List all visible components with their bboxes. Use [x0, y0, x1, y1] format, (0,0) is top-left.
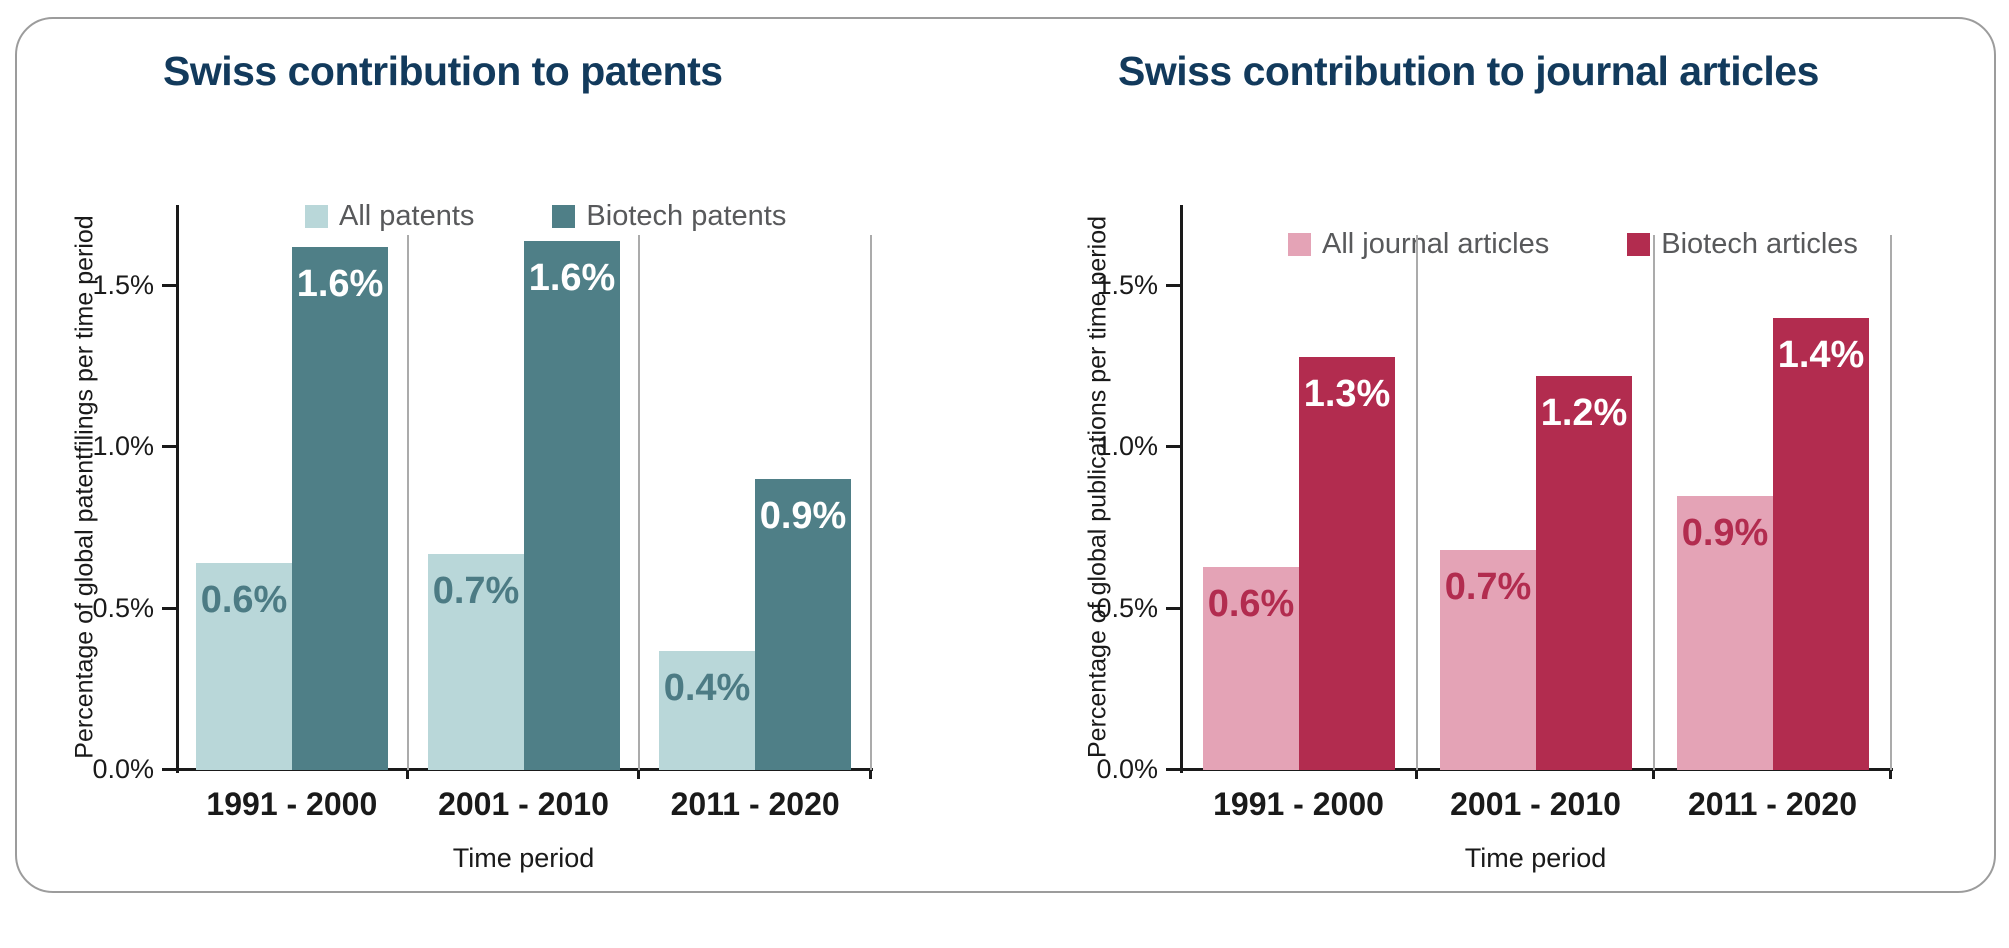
legend-articles: All journal articles Biotech articles — [1288, 228, 1858, 261]
x-tick-mark — [405, 770, 409, 779]
legend-swatch-all-patents — [305, 205, 328, 228]
bar-value-label: 0.7% — [1444, 566, 1532, 608]
bar-value-label: 0.4% — [663, 667, 751, 709]
bar-value-label: 1.3% — [1303, 373, 1391, 415]
bar-biotech-patents: 1.6% — [524, 241, 620, 770]
y-tick-mark — [1166, 283, 1180, 287]
y-tick-mark — [162, 768, 176, 771]
y-axis-line — [1180, 205, 1183, 773]
bar-all-journal-articles: 0.7% — [1440, 550, 1536, 770]
bar-biotech-patents: 1.6% — [292, 247, 388, 770]
x-axis-label-patents: Time period — [452, 843, 595, 873]
x-category-label: 2001 - 2010 — [438, 786, 609, 822]
plot-area-patents: 0.0% 0.5% 1.0% 1.5% 0.6% 1.6% 1991 - 2000 0.7% 1… — [92, 205, 873, 822]
category-separator — [870, 235, 872, 770]
x-category-label: 2001 - 2010 — [1450, 786, 1621, 822]
bar-biotech-articles: 1.4% — [1773, 318, 1869, 770]
bar-all-journal-articles: 0.6% — [1203, 567, 1299, 770]
y-tick-label: 1.0% — [1096, 431, 1158, 462]
x-tick-mark — [637, 770, 641, 779]
chart-title-articles: Swiss contribution to journal articles — [1118, 48, 1819, 94]
legend-item-all-patents: All patents — [305, 200, 474, 233]
y-tick-label: 0.0% — [92, 754, 154, 784]
y-tick-label: 0.5% — [1096, 592, 1158, 623]
x-tick-mark — [1415, 770, 1418, 779]
x-category-label: 1991 - 2000 — [206, 786, 378, 822]
y-tick-label: 0.0% — [1096, 754, 1158, 784]
bar-value-label: 1.4% — [1777, 334, 1865, 376]
legend-patents: All patents Biotech patents — [305, 200, 786, 233]
legend-label-biotech-articles: Biotech articles — [1661, 228, 1858, 260]
bar-biotech-articles: 1.3% — [1299, 357, 1395, 770]
y-tick-label: 1.5% — [1096, 269, 1158, 300]
bar-all-patents: 0.4% — [659, 651, 755, 770]
category-separator — [638, 235, 641, 770]
y-tick-mark — [162, 445, 176, 449]
y-tick-mark — [162, 283, 176, 287]
category-separator — [1653, 235, 1655, 770]
category-separator — [1416, 235, 1418, 770]
legend-swatch-all-journal-articles — [1288, 233, 1311, 256]
x-axis-label-articles: Time period — [1464, 843, 1607, 873]
bar-value-label: 0.7% — [432, 570, 520, 612]
bar-value-label: 1.6% — [296, 263, 384, 305]
legend-item-biotech-patents: Biotech patents — [552, 200, 786, 233]
y-tick-mark — [1166, 606, 1180, 610]
x-tick-mark — [869, 770, 872, 779]
bar-biotech-patents: 0.9% — [755, 479, 851, 770]
legend-label-all-patents: All patents — [339, 200, 475, 232]
chart-title-patents: Swiss contribution to patents — [163, 48, 723, 94]
y-tick-label: 1.0% — [92, 431, 154, 462]
y-tick-mark — [1166, 445, 1180, 449]
legend-item-biotech-articles: Biotech articles — [1627, 228, 1858, 261]
category-separator — [1890, 235, 1892, 770]
category-separator — [406, 235, 409, 770]
bar-all-patents: 0.7% — [428, 554, 524, 770]
y-tick-label: 0.5% — [92, 592, 154, 623]
y-axis-line — [176, 205, 179, 773]
x-category-label: 2011 - 2020 — [1687, 786, 1858, 822]
bar-all-journal-articles: 0.9% — [1677, 496, 1773, 770]
legend-swatch-biotech-articles — [1627, 233, 1651, 256]
legend-label-biotech-patents: Biotech patents — [586, 200, 787, 232]
bar-value-label: 0.6% — [1207, 583, 1295, 625]
bar-value-label: 1.2% — [1540, 392, 1628, 434]
y-tick-label: 1.5% — [92, 269, 154, 300]
legend-label-all-journal-articles: All journal articles — [1322, 228, 1550, 260]
x-category-label: 2011 - 2020 — [670, 786, 840, 822]
bar-biotech-articles: 1.2% — [1536, 376, 1632, 770]
bar-value-label: 0.9% — [759, 495, 847, 537]
bar-all-patents: 0.6% — [196, 563, 292, 770]
y-tick-mark — [162, 606, 176, 610]
bar-value-label: 0.9% — [1681, 512, 1769, 554]
legend-item-all-journal-articles: All journal articles — [1288, 228, 1549, 261]
x-category-label: 1991 - 2000 — [1213, 786, 1384, 822]
legend-swatch-biotech-patents — [552, 205, 576, 228]
bar-value-label: 0.6% — [200, 579, 288, 621]
y-tick-mark — [1166, 768, 1180, 771]
bar-value-label: 1.6% — [528, 257, 616, 299]
x-tick-mark — [1652, 770, 1655, 779]
plot-area-articles: 0.0% 0.5% 1.0% 1.5% 0.6% 1.3% 1991 - 2000 0.7% 1… — [1096, 205, 1893, 822]
x-tick-mark — [1889, 770, 1892, 779]
